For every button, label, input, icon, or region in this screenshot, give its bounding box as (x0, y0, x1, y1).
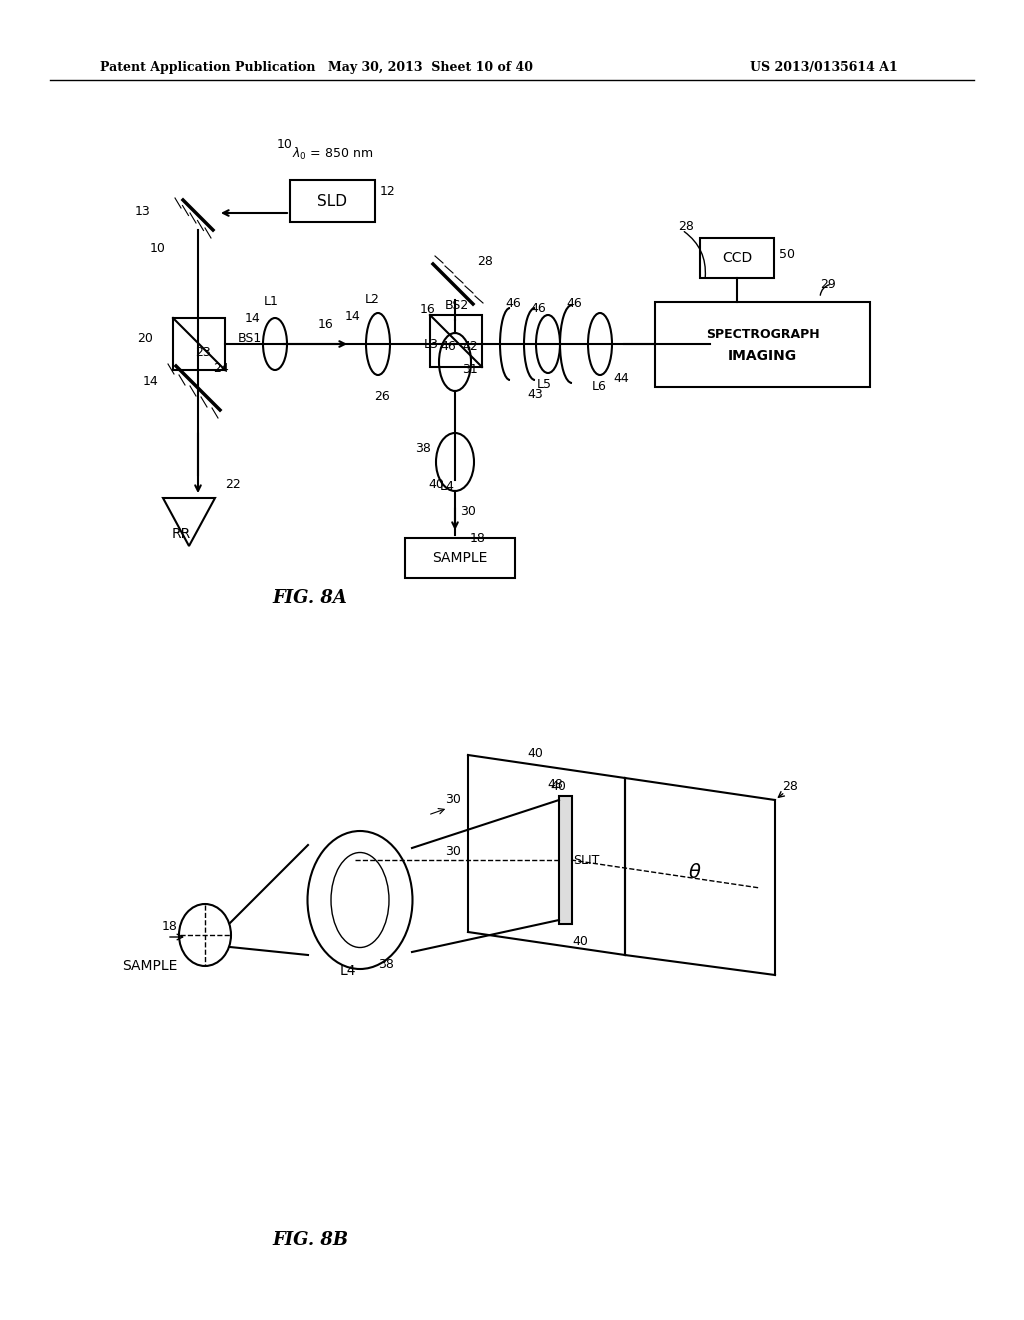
Bar (430, 315, 482, 367)
Text: Patent Application Publication: Patent Application Publication (100, 62, 315, 74)
Text: 46: 46 (530, 302, 546, 315)
Text: $\lambda_0$ = 850 nm: $\lambda_0$ = 850 nm (292, 147, 373, 162)
Text: 20: 20 (137, 333, 153, 345)
Bar (173, 318, 225, 370)
Text: 50: 50 (779, 248, 795, 261)
Text: 16: 16 (318, 318, 334, 331)
Text: SLIT: SLIT (573, 854, 599, 866)
Text: $\theta$: $\theta$ (688, 863, 701, 882)
Text: 43: 43 (527, 388, 543, 401)
Text: FIG. 8A: FIG. 8A (272, 589, 347, 607)
Text: 28: 28 (477, 255, 493, 268)
Text: 18: 18 (162, 920, 178, 933)
Text: 13: 13 (135, 205, 151, 218)
Text: 14: 14 (143, 375, 159, 388)
Text: 46: 46 (440, 341, 456, 352)
Text: FIG. 8B: FIG. 8B (272, 1232, 348, 1249)
Text: SAMPLE: SAMPLE (122, 960, 178, 973)
Text: 23: 23 (195, 346, 211, 359)
Text: 40: 40 (428, 478, 443, 491)
Text: L1: L1 (264, 294, 279, 308)
Text: RR: RR (172, 527, 191, 541)
Bar (406, 539, 515, 578)
Text: CCD: CCD (722, 251, 752, 265)
Text: L2: L2 (365, 293, 380, 306)
Text: 42: 42 (462, 341, 478, 352)
Text: 46: 46 (505, 297, 521, 310)
Bar (559, 796, 572, 924)
Text: 40: 40 (527, 747, 543, 760)
Text: 24: 24 (213, 362, 228, 375)
Text: 12: 12 (380, 185, 395, 198)
Bar (290, 180, 375, 222)
Text: 26: 26 (374, 389, 390, 403)
Text: US 2013/0135614 A1: US 2013/0135614 A1 (750, 62, 898, 74)
Text: BS1: BS1 (238, 333, 262, 345)
Text: 38: 38 (415, 442, 431, 455)
Text: L3: L3 (424, 338, 439, 351)
Text: SPECTROGRAPH: SPECTROGRAPH (706, 327, 819, 341)
Text: 28: 28 (678, 220, 694, 234)
Text: 30: 30 (445, 793, 461, 807)
Text: 14: 14 (345, 310, 360, 323)
Text: 14: 14 (245, 312, 261, 325)
Text: 30: 30 (445, 845, 461, 858)
Text: 40: 40 (572, 935, 588, 948)
Text: 29: 29 (820, 279, 836, 290)
Text: 22: 22 (225, 478, 241, 491)
Text: SLD: SLD (317, 194, 347, 209)
Text: IMAGING: IMAGING (728, 350, 797, 363)
Text: 46: 46 (566, 297, 582, 310)
Text: L4: L4 (340, 964, 356, 978)
Text: 44: 44 (613, 372, 629, 385)
Text: L4: L4 (440, 480, 455, 492)
Text: 28: 28 (782, 780, 798, 793)
Text: 10: 10 (278, 139, 293, 150)
Text: 10: 10 (151, 242, 166, 255)
Text: May 30, 2013  Sheet 10 of 40: May 30, 2013 Sheet 10 of 40 (328, 62, 532, 74)
Text: 18: 18 (470, 532, 485, 545)
Text: 31: 31 (462, 363, 478, 376)
Text: 30: 30 (460, 506, 476, 517)
Text: 16: 16 (420, 304, 436, 315)
Text: L6: L6 (592, 380, 607, 393)
Bar (700, 238, 774, 279)
Bar (655, 302, 870, 387)
Text: SAMPLE: SAMPLE (432, 550, 487, 565)
Text: L5: L5 (537, 378, 552, 391)
Text: 40: 40 (550, 780, 566, 793)
Text: 38: 38 (378, 958, 394, 972)
Text: BS2: BS2 (444, 300, 469, 312)
Text: 48: 48 (547, 777, 563, 791)
